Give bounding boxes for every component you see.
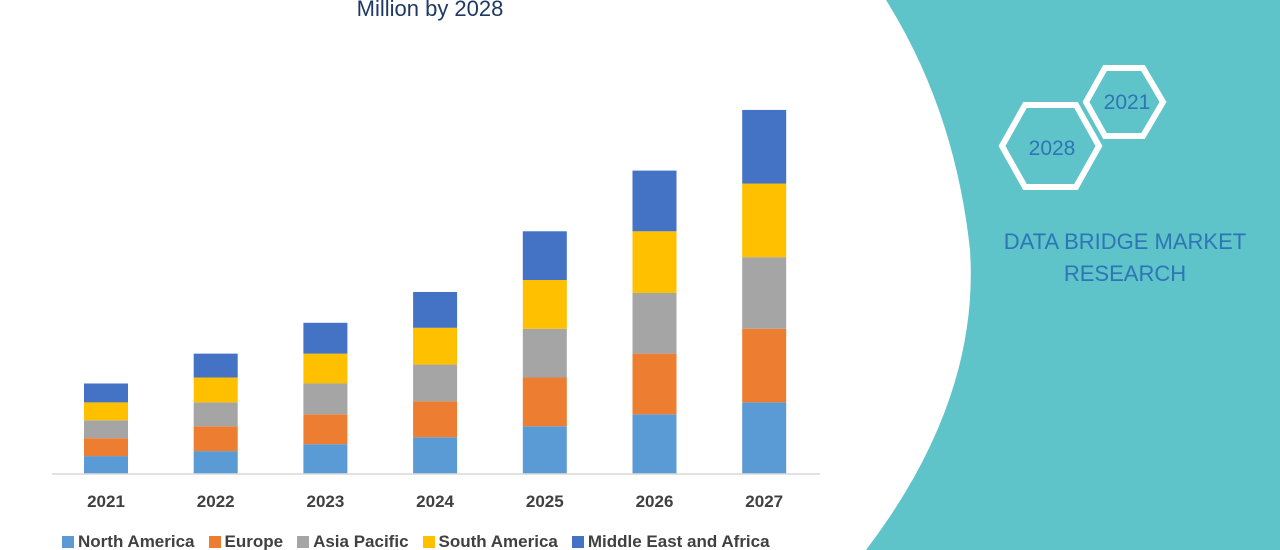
x-tick-label: 2022 [197, 492, 235, 511]
legend-label: North America [78, 532, 195, 550]
legend-label: Europe [224, 532, 284, 550]
bar-group [84, 109, 787, 474]
bar-segment-2026-south-america [632, 231, 677, 293]
legend-item: Europe [208, 532, 284, 550]
legend-item: Middle East and Africa [571, 532, 770, 550]
bar-segment-2024-north-america [413, 437, 458, 474]
bar-segment-2025-middle-east-and-africa [522, 231, 567, 281]
legend-label: Middle East and Africa [587, 532, 770, 550]
bar-segment-2027-asia-pacific [742, 257, 787, 329]
brand-name-line-1: DATA BRIDGE MARKET [1003, 229, 1247, 254]
legend-label: Asia Pacific [313, 532, 409, 550]
legend: North America Europe Asia Pacific South Ame… [62, 532, 770, 550]
legend-item: Asia Pacific [297, 532, 409, 550]
bar-segment-2026-middle-east-and-africa [632, 170, 677, 232]
bar-segment-2022-europe [193, 426, 238, 452]
hexagon-badge-2021 [1082, 65, 1167, 139]
badge-year-2021: 2021 [1104, 91, 1151, 114]
legend-label: South America [438, 532, 558, 550]
legend-swatch [62, 536, 74, 548]
bar-segment-2023-south-america [303, 353, 348, 384]
x-tick-label: 2025 [526, 492, 564, 511]
bar-segment-2024-middle-east-and-africa [413, 291, 458, 328]
bar-segment-2027-europe [742, 328, 787, 403]
x-tick-labels: 2021 2022 2023 2024 2025 2026 2027 [87, 492, 783, 511]
x-tick-label: 2021 [87, 492, 125, 511]
legend-swatch [208, 536, 221, 548]
badge-year-2028: 2028 [1029, 137, 1076, 160]
bar-segment-2025-south-america [522, 280, 567, 329]
bar-segment-2026-asia-pacific [632, 292, 677, 354]
x-tick-label: 2027 [745, 492, 783, 511]
bar-segment-2021-europe [84, 438, 128, 457]
chart-title: Million by 2028 [356, 0, 504, 21]
bar-segment-2021-middle-east-and-africa [84, 383, 128, 403]
brand-name: DATA BRIDGE MARKET RESEARCH [990, 226, 1260, 290]
bar-segment-2021-south-america [84, 402, 128, 421]
bar-segment-2022-asia-pacific [193, 402, 238, 427]
bar-segment-2023-middle-east-and-africa [303, 322, 348, 354]
bar-segment-2023-asia-pacific [303, 383, 348, 415]
hexagon-badge-2028 [998, 102, 1103, 190]
legend-item: South America [422, 532, 558, 550]
bar-segment-2022-north-america [193, 451, 238, 474]
bar-segment-2024-europe [413, 401, 458, 438]
bar-segment-2021-north-america [84, 456, 128, 474]
x-tick-label: 2023 [306, 492, 344, 511]
bar-segment-2023-europe [303, 414, 348, 445]
legend-swatch [571, 536, 584, 548]
bar-segment-2024-south-america [413, 327, 458, 365]
bar-segment-2023-north-america [303, 444, 348, 474]
bar-segment-2025-europe [522, 377, 567, 427]
x-tick-label: 2024 [416, 492, 454, 511]
x-tick-label: 2026 [636, 492, 674, 511]
bar-segment-2022-south-america [193, 377, 238, 403]
bar-segment-2026-north-america [632, 414, 677, 474]
bar-segment-2027-middle-east-and-africa [742, 109, 787, 184]
bar-segment-2024-asia-pacific [413, 364, 458, 402]
teal-brand-panel [866, 0, 1280, 550]
legend-item: North America [62, 532, 195, 550]
bar-segment-2025-asia-pacific [522, 328, 567, 378]
brand-name-line-2: RESEARCH [1063, 261, 1187, 286]
bar-segment-2022-middle-east-and-africa [193, 353, 238, 378]
bar-segment-2027-north-america [742, 402, 787, 474]
bar-segment-2025-north-america [522, 426, 567, 474]
bar-segment-2026-europe [632, 353, 677, 415]
bar-segment-2027-south-america [742, 183, 787, 258]
legend-swatch [422, 536, 435, 548]
legend-swatch [297, 536, 310, 548]
bar-segment-2021-asia-pacific [84, 420, 128, 439]
